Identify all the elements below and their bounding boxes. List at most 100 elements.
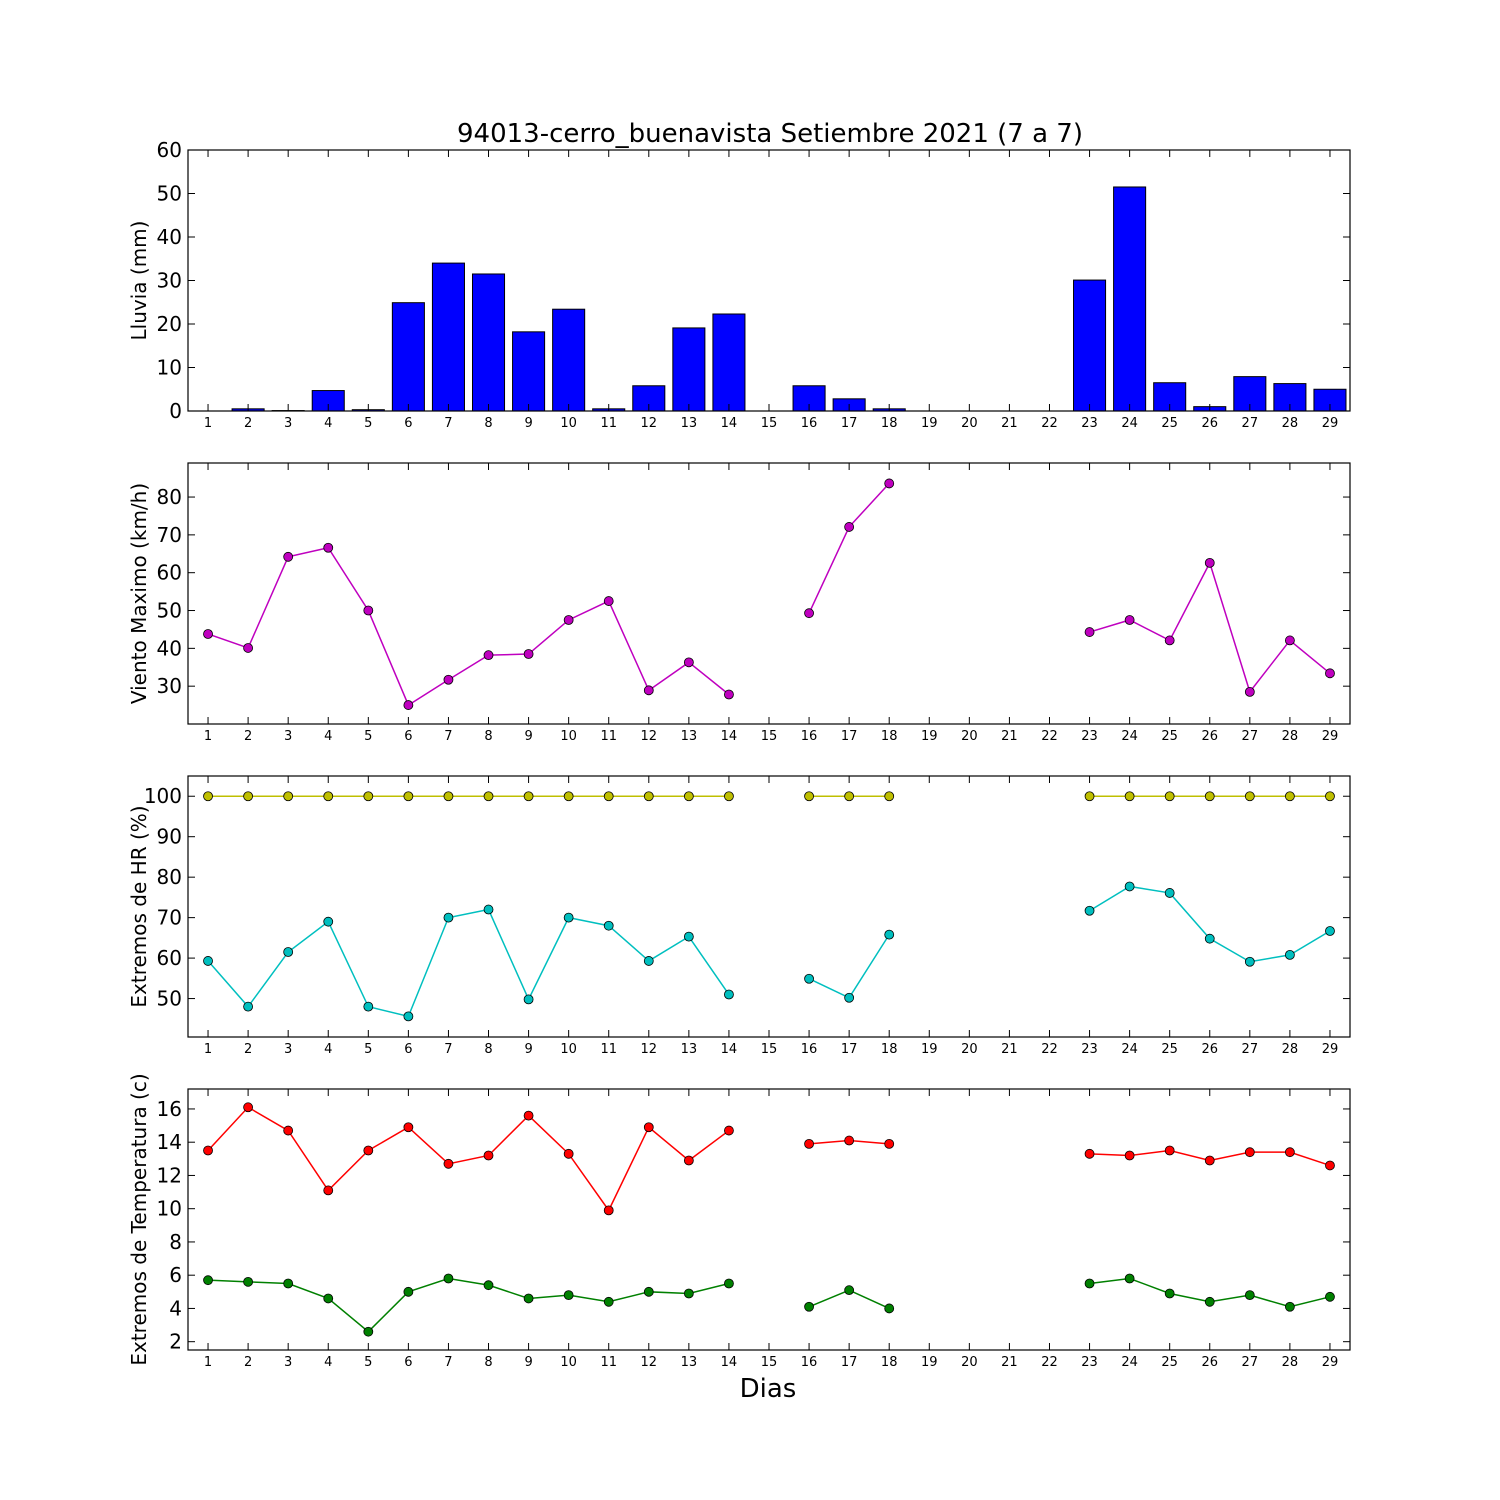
y-axis-label: Lluvia (mm) [127, 221, 151, 341]
x-tick-label: 27 [1242, 1355, 1259, 1370]
data-point [603, 920, 614, 931]
x-tick-label: 1 [204, 729, 212, 744]
x-tick-label: 3 [284, 1355, 292, 1370]
x-tick-label: 5 [364, 1355, 372, 1370]
data-point [203, 1275, 213, 1286]
data-point [1084, 1148, 1095, 1159]
data-point [603, 596, 614, 606]
data-point [283, 791, 294, 802]
y-tick-label: 70 [157, 906, 182, 930]
data-point [523, 994, 534, 1005]
x-tick-label: 14 [721, 729, 738, 744]
data-point [563, 615, 574, 625]
x-tick-label: 15 [761, 1042, 778, 1057]
x-tick-label: 23 [1081, 729, 1098, 744]
y-tick-label: 10 [157, 1197, 182, 1221]
data-point [403, 700, 414, 710]
x-tick-label: 17 [841, 1042, 858, 1057]
x-tick-label: 17 [841, 1355, 858, 1370]
data-point [563, 912, 574, 923]
x-tick-label: 13 [681, 729, 698, 744]
x-tick-label: 25 [1161, 1042, 1178, 1057]
data-point [483, 1280, 494, 1291]
series-line [207, 908, 730, 1018]
bar [712, 313, 746, 412]
y-axis-label: Extremos de Temperatura (c) [127, 1073, 151, 1365]
x-tick-label: 3 [284, 729, 292, 744]
y-tick-label: 70 [157, 523, 182, 547]
y-tick-label: 4 [169, 1296, 182, 1320]
x-tick-label: 7 [444, 1355, 452, 1370]
x-tick-label: 10 [560, 416, 577, 431]
bar [431, 262, 465, 412]
data-point [1124, 615, 1135, 625]
data-point [443, 1273, 454, 1284]
data-point [203, 1145, 213, 1156]
data-point [1204, 1296, 1215, 1307]
data-point [844, 992, 855, 1003]
x-tick-label: 23 [1081, 1042, 1098, 1057]
series-2 [203, 881, 1335, 1022]
x-tick-label: 26 [1201, 1355, 1218, 1370]
y-tick-label: 80 [157, 865, 182, 889]
x-tick-label: 9 [524, 1355, 532, 1370]
x-tick-label: 28 [1282, 1042, 1299, 1057]
data-point [724, 791, 734, 802]
x-tick-label: 10 [560, 1042, 577, 1057]
x-tick-label: 23 [1081, 1355, 1098, 1370]
y-tick-label: 12 [157, 1163, 182, 1187]
data-point [283, 1278, 294, 1289]
data-point [884, 791, 895, 802]
x-tick-label: 19 [921, 729, 938, 744]
x-tick-label: 14 [721, 416, 738, 431]
x-tick-label: 9 [524, 729, 532, 744]
x-tick-label: 10 [560, 729, 577, 744]
y-tick-label: 40 [157, 225, 182, 249]
x-tick-label: 21 [1001, 1355, 1018, 1370]
x-tick-label: 13 [681, 1042, 698, 1057]
x-tick-label: 26 [1201, 729, 1218, 744]
x-tick-label: 14 [721, 1042, 738, 1057]
data-point [603, 1296, 614, 1307]
data-point [403, 791, 414, 802]
data-point [1164, 1288, 1175, 1299]
data-point [1284, 1301, 1295, 1312]
bar [552, 308, 586, 412]
x-tick-label: 29 [1322, 1355, 1339, 1370]
data-point [804, 608, 814, 619]
data-point [363, 605, 374, 616]
data-point [1325, 1291, 1335, 1302]
data-point [323, 1185, 334, 1196]
x-tick-label: 15 [761, 729, 778, 744]
data-point [884, 1303, 895, 1314]
x-tick-label: 1 [204, 416, 212, 431]
data-point [443, 791, 454, 802]
x-tick-label: 22 [1041, 729, 1058, 744]
y-tick-label: 60 [157, 561, 182, 585]
data-point [1284, 1147, 1295, 1158]
data-point [203, 791, 213, 802]
data-point [1164, 888, 1175, 898]
x-tick-label: 24 [1121, 729, 1138, 744]
bar [1113, 186, 1147, 412]
x-tick-label: 20 [961, 1355, 978, 1370]
data-point [1124, 1150, 1135, 1161]
y-tick-label: 80 [157, 485, 182, 509]
data-point [283, 551, 294, 562]
data-point [403, 1011, 414, 1022]
data-point [1325, 1160, 1335, 1171]
data-point [1244, 1290, 1255, 1301]
data-point [523, 1293, 534, 1304]
data-point [1325, 926, 1335, 936]
data-point [323, 916, 334, 927]
x-tick-label: 5 [364, 1042, 372, 1057]
x-tick-label: 11 [600, 1355, 617, 1370]
data-point [643, 1122, 654, 1133]
y-tick-label: 2 [169, 1330, 182, 1354]
y-axis-label: Extremos de HR (%) [127, 805, 151, 1007]
data-point [523, 649, 534, 659]
data-point [443, 674, 454, 685]
data-point [523, 791, 534, 802]
